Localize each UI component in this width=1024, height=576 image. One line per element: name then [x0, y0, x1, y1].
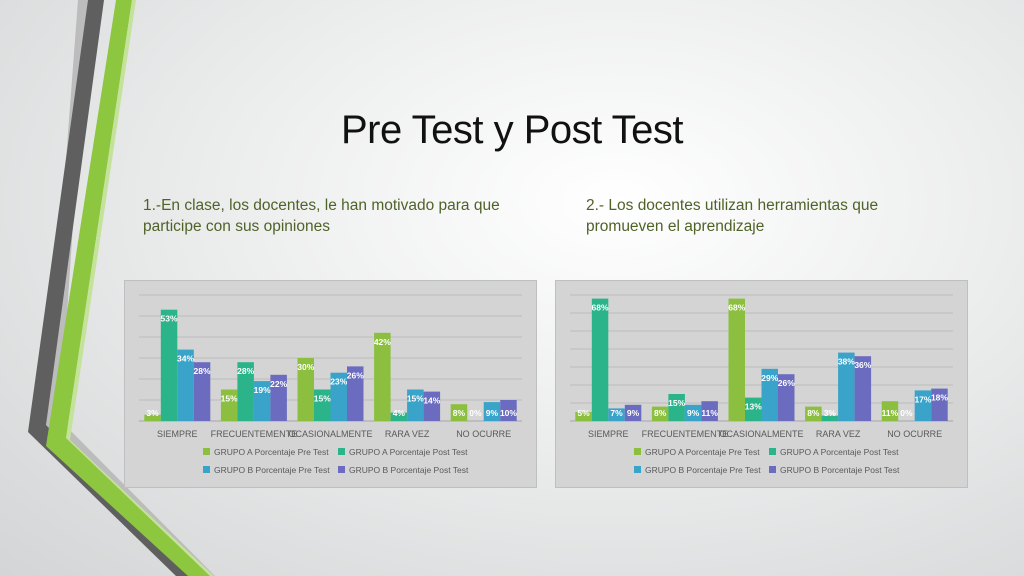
data-label: 17%	[914, 394, 931, 404]
data-label: 8%	[453, 408, 466, 418]
legend-swatch	[634, 448, 641, 455]
category-label: FRECUENTEMENTE	[642, 429, 729, 439]
data-label: 15%	[221, 394, 238, 404]
data-label: 4%	[393, 408, 406, 418]
legend-label: GRUPO A Porcentaje Pre Test	[214, 447, 329, 457]
data-label: 3%	[146, 408, 159, 418]
bar-1-0-1	[161, 310, 178, 421]
legend-label: GRUPO B Porcentaje Pre Test	[645, 465, 761, 475]
chart-question-1: 3% 53% 34% 28% SIEMPRE 15% 28% 19% 22% FRECUENTEM…	[124, 280, 537, 488]
data-label: 23%	[330, 377, 347, 387]
category-label: NO OCURRE	[887, 429, 942, 439]
legend-label: GRUPO A Porcentaje Post Test	[780, 447, 899, 457]
legend-swatch	[203, 466, 210, 473]
data-label: 28%	[237, 366, 254, 376]
data-label: 11%	[882, 408, 899, 418]
legend-label: GRUPO A Porcentaje Pre Test	[645, 447, 760, 457]
question-1-text: 1.-En clase, los docentes, le han motiva…	[143, 195, 513, 237]
category-label: SIEMPRE	[588, 429, 629, 439]
data-label: 38%	[838, 357, 855, 367]
legend-swatch	[634, 466, 641, 473]
data-label: 10%	[500, 408, 517, 418]
data-label: 68%	[728, 303, 745, 313]
data-label: 14%	[423, 396, 440, 406]
data-label: 11%	[701, 408, 718, 418]
data-label: 15%	[668, 398, 685, 408]
legend-label: GRUPO B Porcentaje Post Test	[349, 465, 469, 475]
data-label: 5%	[577, 408, 590, 418]
category-label: RARA VEZ	[385, 429, 430, 439]
data-label: 8%	[807, 408, 820, 418]
data-label: 7%	[610, 408, 623, 418]
data-label: 9%	[627, 408, 640, 418]
legend-swatch	[338, 448, 345, 455]
data-label: 28%	[194, 366, 211, 376]
data-label: 30%	[297, 362, 314, 372]
data-label: 0%	[469, 408, 482, 418]
category-label: OCASIONALMENTE	[719, 429, 803, 439]
chart-1-svg: 3%53%34%28%SIEMPRE15%28%19%22%FRECUENTEM…	[125, 281, 536, 487]
data-label: 18%	[931, 393, 948, 403]
data-label: 26%	[347, 370, 364, 380]
slide-title: Pre Test y Post Test	[0, 108, 1024, 153]
data-label: 53%	[161, 314, 178, 324]
data-label: 9%	[687, 408, 700, 418]
legend-label: GRUPO A Porcentaje Post Test	[349, 447, 468, 457]
category-label: RARA VEZ	[816, 429, 861, 439]
legend-swatch	[769, 466, 776, 473]
question-2-text: 2.- Los docentes utilizan herramientas q…	[586, 195, 956, 237]
category-label: OCASIONALMENTE	[288, 429, 372, 439]
data-label: 29%	[761, 373, 778, 383]
legend-swatch	[338, 466, 345, 473]
category-label: SIEMPRE	[157, 429, 198, 439]
data-label: 36%	[854, 360, 871, 370]
legend-label: GRUPO B Porcentaje Pre Test	[214, 465, 330, 475]
legend-label: GRUPO B Porcentaje Post Test	[780, 465, 900, 475]
data-label: 19%	[254, 385, 271, 395]
data-label: 26%	[778, 378, 795, 388]
data-label: 8%	[654, 408, 667, 418]
data-label: 42%	[374, 337, 391, 347]
bar-2-0-1	[592, 299, 609, 421]
data-label: 0%	[900, 408, 913, 418]
data-label: 15%	[314, 394, 331, 404]
data-label: 3%	[824, 408, 837, 418]
legend-swatch	[769, 448, 776, 455]
data-label: 13%	[745, 402, 762, 412]
data-label: 22%	[270, 379, 287, 389]
data-label: 9%	[486, 408, 499, 418]
data-label: 15%	[407, 394, 424, 404]
category-label: FRECUENTEMENTE	[211, 429, 298, 439]
data-label: 68%	[592, 303, 609, 313]
category-label: NO OCURRE	[456, 429, 511, 439]
bar-2-2-0	[729, 299, 746, 421]
chart-question-2: 5% 68% 7% 9% SIEMPRE 8% 15% 9% 11% FRECUENTEMENTE…	[555, 280, 968, 488]
legend-swatch	[203, 448, 210, 455]
data-label: 34%	[177, 354, 194, 364]
